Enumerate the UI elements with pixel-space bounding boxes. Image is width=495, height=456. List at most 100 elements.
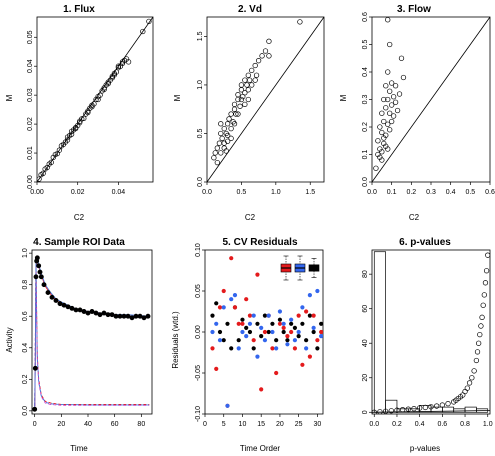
residual-point bbox=[285, 342, 290, 347]
residual-point bbox=[259, 387, 264, 392]
x-tick-label: 0.00 bbox=[30, 189, 44, 196]
identity-line bbox=[37, 17, 153, 182]
x-tick-label: 0.0 bbox=[369, 421, 379, 428]
data-point bbox=[464, 385, 470, 391]
residual-point bbox=[229, 346, 234, 351]
residual-point bbox=[311, 313, 316, 318]
x-tick-label: 20 bbox=[276, 421, 284, 428]
plot-area bbox=[372, 251, 490, 414]
y-tick-label: 0.0 bbox=[22, 406, 29, 416]
data-point bbox=[390, 113, 397, 119]
residual-point bbox=[311, 329, 316, 335]
residual-point bbox=[251, 313, 256, 318]
residual-point bbox=[319, 334, 323, 339]
data-point bbox=[400, 74, 407, 81]
data-point bbox=[389, 80, 395, 86]
y-tick-label: -0.10 bbox=[195, 406, 202, 422]
data-point bbox=[231, 121, 238, 127]
residual-point bbox=[214, 321, 219, 326]
data-point bbox=[61, 302, 67, 308]
data-point bbox=[377, 124, 383, 130]
data-point bbox=[474, 349, 481, 355]
data-point bbox=[226, 116, 232, 122]
data-point bbox=[57, 301, 63, 307]
y-tick-label: 80 bbox=[362, 270, 369, 278]
y-tick-label: 0.00 bbox=[195, 325, 202, 339]
data-point bbox=[228, 111, 234, 117]
residual-point bbox=[240, 317, 245, 322]
residual-point bbox=[304, 346, 309, 351]
x-tick-label: 0.02 bbox=[71, 189, 85, 196]
residual-point bbox=[270, 346, 275, 351]
data-point bbox=[445, 400, 451, 407]
plot-area bbox=[372, 17, 490, 182]
data-point bbox=[385, 17, 391, 23]
data-point bbox=[89, 102, 95, 108]
fit-curve bbox=[34, 256, 150, 411]
data-point bbox=[133, 313, 139, 319]
data-point bbox=[81, 309, 87, 314]
data-point bbox=[146, 18, 152, 24]
data-point bbox=[481, 292, 487, 298]
data-point bbox=[65, 304, 71, 310]
plot-area bbox=[32, 255, 151, 412]
residual-point bbox=[262, 329, 268, 335]
residual-point bbox=[281, 321, 286, 326]
y-tick-label: 0.03 bbox=[27, 88, 34, 102]
data-point bbox=[235, 91, 241, 98]
data-point bbox=[125, 59, 132, 65]
plot-frame bbox=[31, 249, 153, 415]
panel-vd: 2. Vd C2 M 0.0 0.5 1.0 1.5 0.0 0.5 1.0 1.5 bbox=[173, 4, 325, 222]
fit-curve bbox=[34, 264, 150, 411]
data-point bbox=[81, 115, 87, 121]
data-point bbox=[137, 313, 143, 319]
y-tick-label: 0.3 bbox=[362, 95, 369, 105]
data-point bbox=[228, 125, 234, 132]
data-point bbox=[37, 269, 43, 275]
fit-curve bbox=[34, 262, 150, 411]
x-tick-label: 0.4 bbox=[446, 189, 456, 196]
fit-curve bbox=[34, 260, 150, 411]
histogram-bar bbox=[464, 406, 477, 413]
x-tick-label: 0.1 bbox=[387, 189, 397, 196]
data-point bbox=[125, 313, 131, 319]
data-point bbox=[399, 407, 406, 413]
residual-point bbox=[277, 321, 283, 326]
y-axis-label: Activity bbox=[5, 327, 14, 352]
data-point bbox=[121, 313, 127, 319]
data-point bbox=[89, 309, 95, 314]
x-tick-label: 80 bbox=[137, 421, 145, 428]
residual-point bbox=[255, 321, 260, 326]
x-tick-label: 5 bbox=[222, 421, 226, 428]
y-tick-label: 60 bbox=[362, 305, 369, 313]
data-point bbox=[379, 149, 385, 155]
panel-title: 2. Vd bbox=[238, 4, 262, 15]
data-point bbox=[77, 120, 83, 126]
data-point bbox=[262, 48, 269, 54]
data-point bbox=[245, 87, 251, 93]
data-point bbox=[68, 131, 75, 137]
y-tick-label: 0.10 bbox=[195, 243, 202, 257]
data-point bbox=[377, 154, 383, 160]
data-point bbox=[105, 312, 111, 318]
y-axis-label: M bbox=[173, 94, 182, 101]
plot-frame bbox=[36, 16, 154, 183]
data-point bbox=[411, 405, 417, 412]
data-point bbox=[85, 310, 91, 316]
data-point bbox=[73, 125, 79, 132]
residual-point bbox=[255, 272, 260, 277]
residual-point bbox=[255, 354, 260, 359]
residual-point bbox=[214, 301, 219, 306]
residual-point bbox=[307, 293, 312, 298]
y-tick-label: 0.2 bbox=[362, 122, 369, 132]
residual-point bbox=[244, 334, 249, 339]
data-point bbox=[224, 132, 231, 139]
data-point bbox=[235, 111, 241, 117]
data-point bbox=[469, 375, 475, 381]
x-tick-label: 1.5 bbox=[305, 189, 315, 196]
x-axis-label: Time Order bbox=[240, 444, 280, 453]
data-point bbox=[97, 92, 103, 98]
residual-point bbox=[210, 346, 215, 351]
residual-point bbox=[281, 325, 286, 330]
